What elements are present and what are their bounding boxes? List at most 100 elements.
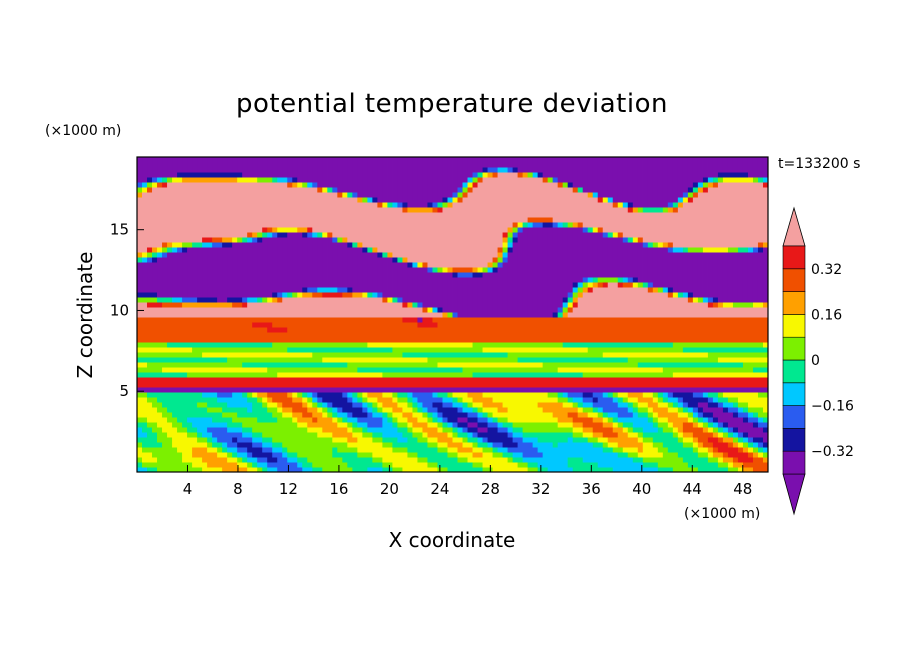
heatmap-cell: [292, 387, 298, 393]
heatmap-cell: [447, 372, 453, 378]
heatmap-cell: [437, 422, 443, 428]
heatmap-cell: [532, 407, 539, 413]
heatmap-cell: [482, 452, 489, 458]
heatmap-cell: [337, 437, 343, 443]
heatmap-cell: [657, 442, 664, 448]
heatmap-cell: [517, 352, 524, 358]
heatmap-cell: [422, 277, 428, 283]
heatmap-cell: [247, 357, 253, 363]
heatmap-cell: [642, 432, 649, 438]
heatmap-cell: [352, 462, 358, 468]
heatmap-cell: [182, 412, 188, 418]
heatmap-cell: [402, 432, 408, 438]
heatmap-cell: [282, 417, 288, 423]
heatmap-cell: [197, 457, 203, 463]
heatmap-cell: [317, 402, 323, 408]
heatmap-cell: [437, 397, 443, 403]
heatmap-cell: [597, 332, 604, 338]
heatmap-cell: [612, 382, 619, 388]
heatmap-cell: [662, 357, 669, 363]
heatmap-cell: [237, 372, 243, 378]
heatmap-cell: [157, 412, 163, 418]
heatmap-cell: [507, 362, 514, 368]
heatmap-cell: [407, 407, 413, 413]
heatmap-cell: [542, 337, 549, 343]
heatmap-cell: [287, 332, 293, 338]
heatmap-cell: [257, 307, 263, 313]
heatmap-cell: [652, 437, 659, 443]
heatmap-cell: [462, 432, 469, 438]
heatmap-cell: [322, 307, 328, 313]
heatmap-cell: [232, 462, 238, 468]
heatmap-cell: [257, 292, 263, 298]
heatmap-cell: [167, 352, 173, 358]
heatmap-cell: [487, 432, 494, 438]
heatmap-cell: [602, 447, 609, 453]
heatmap-cell: [457, 452, 464, 458]
heatmap-cell: [692, 457, 699, 463]
heatmap-cell: [677, 347, 684, 353]
heatmap-cell: [352, 312, 358, 318]
heatmap-cell: [297, 387, 303, 393]
heatmap-cell: [422, 317, 428, 323]
heatmap-cell: [477, 277, 484, 283]
heatmap-cell: [717, 347, 724, 353]
heatmap-cell: [302, 297, 308, 303]
heatmap-cell: [442, 432, 448, 438]
heatmap-cell: [522, 467, 529, 472]
heatmap-cell: [377, 307, 383, 313]
heatmap-cell: [627, 377, 634, 383]
heatmap-cell: [282, 407, 288, 413]
heatmap-cell: [217, 312, 223, 318]
heatmap-cell: [757, 447, 764, 453]
heatmap-cell: [457, 372, 464, 378]
heatmap-cell: [462, 357, 469, 363]
heatmap-cell: [527, 292, 534, 298]
heatmap-cell: [152, 382, 158, 388]
heatmap-cell: [497, 397, 504, 403]
heatmap-cell: [567, 302, 574, 308]
heatmap-cell: [217, 417, 223, 423]
heatmap-cell: [682, 397, 689, 403]
heatmap-cell: [152, 367, 158, 373]
heatmap-cell: [347, 372, 353, 378]
heatmap-cell: [352, 307, 358, 313]
heatmap-cell: [502, 277, 509, 283]
heatmap-cell: [232, 432, 238, 438]
heatmap-cell: [152, 347, 158, 353]
heatmap-cell: [457, 302, 464, 308]
heatmap-cell: [367, 432, 373, 438]
heatmap-cell: [227, 402, 233, 408]
heatmap-cell: [742, 327, 749, 333]
heatmap-cell: [742, 417, 749, 423]
heatmap-cell: [167, 437, 173, 443]
heatmap-cell: [432, 327, 438, 333]
heatmap-cell: [157, 467, 163, 472]
heatmap-cell: [242, 452, 248, 458]
heatmap-cell: [632, 277, 639, 283]
heatmap-cell: [517, 467, 524, 472]
heatmap-cell: [292, 362, 298, 368]
heatmap-cell: [632, 372, 639, 378]
heatmap-cell: [297, 462, 303, 468]
heatmap-cell: [707, 307, 714, 313]
heatmap-cell: [237, 362, 243, 368]
heatmap-cell: [257, 437, 263, 443]
heatmap-cell: [602, 362, 609, 368]
heatmap-cell: [322, 387, 328, 393]
heatmap-cell: [302, 357, 308, 363]
heatmap-cell: [282, 327, 288, 333]
heatmap-cell: [477, 352, 484, 358]
heatmap-cell: [527, 287, 534, 293]
heatmap-cell: [222, 442, 228, 448]
heatmap-cell: [137, 352, 143, 358]
heatmap-cell: [497, 372, 504, 378]
heatmap-cell: [367, 372, 373, 378]
heatmap-cell: [577, 457, 584, 463]
heatmap-cell: [632, 302, 639, 308]
heatmap-cell: [197, 432, 203, 438]
heatmap-cell: [407, 302, 413, 308]
heatmap-cell: [677, 377, 684, 383]
heatmap-cell: [162, 402, 168, 408]
heatmap-cell: [192, 272, 198, 278]
